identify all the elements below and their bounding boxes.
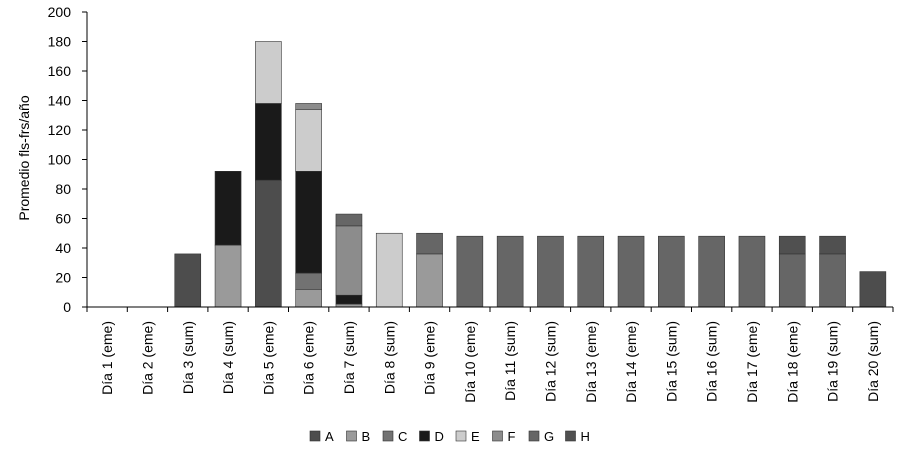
y-tick-label: 100 bbox=[48, 152, 72, 168]
x-tick-label: Día 19 (sum) bbox=[825, 321, 841, 402]
bar-segment-e bbox=[255, 41, 282, 104]
bar-segment-b bbox=[416, 253, 443, 308]
y-tick-label: 160 bbox=[48, 63, 72, 79]
y-tick-label: 200 bbox=[48, 4, 72, 20]
x-tick-label: Día 11 (sum) bbox=[502, 321, 518, 401]
legend-label-g: G bbox=[544, 429, 554, 444]
bar-segment-e bbox=[375, 232, 403, 308]
bar-segment-b bbox=[295, 288, 322, 308]
legend-swatch-c bbox=[382, 430, 394, 442]
legend-swatch-e bbox=[455, 430, 467, 442]
x-tick-label: Día 3 (sum) bbox=[180, 321, 196, 394]
y-tick-label: 180 bbox=[48, 34, 72, 50]
x-tick-label: Día 12 (sum) bbox=[542, 321, 558, 402]
y-tick-label: 120 bbox=[48, 122, 72, 138]
y-axis-title: Promedio fls-frs/año bbox=[16, 95, 32, 220]
x-tick-label: Día 13 (eme) bbox=[583, 321, 599, 403]
bar-segment-a bbox=[859, 271, 887, 308]
x-tick-label: Día 20 (sum) bbox=[865, 321, 881, 402]
bar-segment-g bbox=[819, 253, 846, 308]
legend-label-e: E bbox=[471, 429, 480, 444]
x-tick-label: Día 15 (sum) bbox=[663, 321, 679, 402]
x-tick-label: Día 9 (eme) bbox=[422, 321, 438, 395]
bar-segment-e bbox=[295, 109, 322, 172]
x-tick-label: Día 4 (sum) bbox=[220, 321, 236, 394]
legend-swatch-a bbox=[309, 430, 321, 442]
bar-segment-g bbox=[456, 235, 484, 308]
x-axis: Día 1 (eme) Día 2 (eme) Día 3 (sum) Día 4 (… bbox=[86, 306, 894, 403]
x-tick-label: Día 10 (eme) bbox=[462, 321, 478, 403]
bar-segment-d bbox=[214, 171, 242, 246]
x-tick-label: Día 5 (eme) bbox=[260, 321, 276, 395]
bar-segment-g bbox=[416, 232, 443, 255]
bar-segment-g bbox=[698, 235, 725, 308]
legend-swatch-b bbox=[346, 430, 357, 442]
legend-swatch-f bbox=[492, 430, 503, 442]
legend-label-d: D bbox=[435, 429, 444, 444]
x-tick-label: Día 2 (eme) bbox=[139, 321, 155, 395]
legend-swatch-g bbox=[528, 430, 540, 442]
x-tick-label: Día 8 (sum) bbox=[381, 321, 397, 394]
y-tick-label: 80 bbox=[55, 181, 71, 197]
legend-label-h: H bbox=[581, 429, 590, 444]
bar-segment-a bbox=[255, 179, 282, 308]
x-tick-label: Día 16 (sum) bbox=[704, 321, 720, 402]
bar-segment-b bbox=[214, 244, 242, 308]
x-tick-label: Día 7 (sum) bbox=[341, 321, 357, 394]
y-tick-label: 140 bbox=[48, 93, 72, 109]
bar-segment-d bbox=[255, 103, 282, 181]
bar-segment-d bbox=[295, 171, 322, 274]
bar-segment-h bbox=[819, 235, 846, 255]
x-tick-label: Día 14 (eme) bbox=[623, 321, 639, 403]
bar-segment-a bbox=[174, 253, 202, 308]
legend-swatch-h bbox=[565, 430, 576, 442]
y-tick-label: 20 bbox=[55, 270, 71, 286]
bar-segment-h bbox=[778, 235, 806, 255]
x-tick-label: Día 6 (eme) bbox=[301, 321, 317, 395]
bar-segment-f bbox=[335, 225, 363, 296]
bar-segment-g bbox=[496, 235, 524, 308]
legend-swatch-d bbox=[419, 430, 430, 442]
legend-label-c: C bbox=[398, 429, 407, 444]
bar-segment-g bbox=[658, 235, 685, 308]
x-tick-label: Día 1 (eme) bbox=[99, 321, 115, 395]
y-axis: 0 20 40 60 80 100 120 140 160 180 200 bbox=[48, 4, 88, 315]
x-tick-label: Día 17 (eme) bbox=[744, 321, 760, 403]
legend-label-a: A bbox=[325, 429, 334, 444]
legend: A B C D E F G H bbox=[309, 429, 590, 444]
bar-segment-g bbox=[537, 235, 564, 308]
bar-segment-d bbox=[335, 294, 363, 305]
legend-label-f: F bbox=[508, 429, 516, 444]
y-tick-label: 0 bbox=[63, 299, 71, 315]
x-tick-label: Día 18 (eme) bbox=[784, 321, 800, 403]
bar-segment-f bbox=[295, 103, 322, 110]
y-tick-label: 40 bbox=[55, 240, 71, 256]
bar-segment-c bbox=[295, 272, 322, 290]
bar-segment-g bbox=[778, 253, 806, 308]
y-tick-label: 60 bbox=[55, 211, 71, 227]
bars bbox=[174, 41, 887, 308]
bar-segment-g bbox=[617, 235, 645, 308]
bar-segment-g bbox=[738, 235, 766, 308]
legend-label-b: B bbox=[362, 429, 371, 444]
bar-segment-g bbox=[335, 213, 363, 227]
bar-segment-g bbox=[577, 235, 605, 308]
